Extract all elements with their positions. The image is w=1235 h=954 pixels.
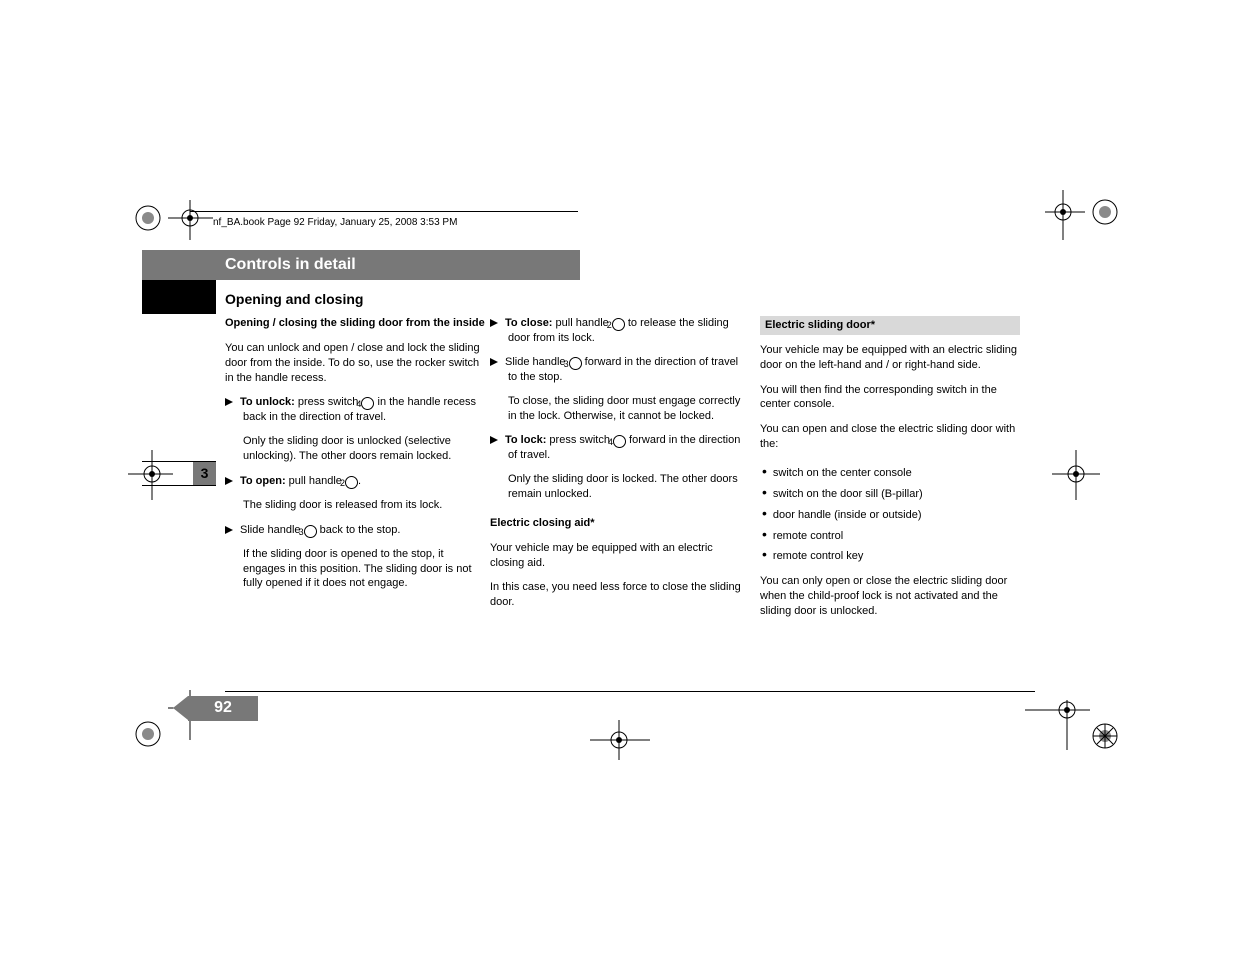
running-header: nf_BA.book Page 92 Friday, January 25, 2… (213, 217, 457, 228)
col3-box-heading: Electric sliding door* (760, 316, 1020, 335)
triangle-icon (490, 358, 498, 366)
col3-p3: You can open and close the electric slid… (760, 422, 1020, 452)
tab-rule (142, 485, 216, 486)
triangle-icon (490, 436, 498, 444)
black-tab (142, 280, 216, 314)
col2-engage: To close, the sliding door must engage c… (490, 394, 750, 424)
col1-p2: Only the sliding door is unlocked (selec… (225, 434, 485, 464)
list-item: remote control (774, 525, 1020, 544)
col2-lockonly: Only the sliding door is locked. The oth… (490, 472, 750, 502)
header-rule (190, 211, 578, 212)
col1-p3: The sliding door is released from its lo… (225, 498, 485, 513)
eca-title: Electric closing aid* (490, 516, 750, 531)
eca-p2: In this case, you need less force to clo… (490, 580, 750, 610)
step-slide: Slide handle 3 back to the stop. (225, 523, 485, 538)
list-item: switch on the door sill (B-pillar) (774, 483, 1020, 502)
section-title: Controls in detail (225, 256, 356, 274)
col1-note: If the sliding door is opened to the sto… (225, 547, 485, 592)
crop-mark (1045, 190, 1135, 250)
col3-bullets: switch on the center console switch on t… (760, 462, 1020, 564)
list-item: remote control key (774, 545, 1020, 564)
eca-p1: Your vehicle may be equipped with an ele… (490, 541, 750, 571)
step-slide-fwd: Slide handle 3 forward in the direction … (490, 355, 750, 385)
step-unlock: To unlock: press switch 4 in the handle … (225, 395, 485, 425)
crop-mark (585, 720, 655, 760)
triangle-icon (225, 526, 233, 534)
footer-rule (225, 691, 1035, 692)
list-item: door handle (inside or outside) (774, 504, 1020, 523)
col1-p1: You can unlock and open / close and lock… (225, 341, 485, 386)
section-bar (142, 250, 580, 280)
step-lock: To lock: press switch 4 forward in the d… (490, 433, 750, 463)
step-open: To open: pull handle 2. (225, 474, 485, 489)
step-close: To close: pull handle 2 to release the s… (490, 316, 750, 346)
crop-mark (118, 450, 178, 500)
col3-note: You can only open or close the electric … (760, 574, 1020, 619)
triangle-icon (225, 398, 233, 406)
subsection-title: Opening and closing (225, 291, 363, 307)
col1-heading: Opening / closing the sliding door from … (225, 316, 485, 331)
page-number: 92 (188, 696, 258, 721)
chapter-tab: 3 (193, 462, 216, 485)
triangle-icon (490, 319, 498, 327)
crop-mark (1005, 700, 1125, 770)
col3-p2: You will then find the corresponding swi… (760, 383, 1020, 413)
column-1: Opening / closing the sliding door from … (225, 316, 485, 601)
crop-mark (1052, 450, 1112, 500)
column-3: Electric sliding door* Your vehicle may … (760, 316, 1020, 629)
triangle-icon (225, 477, 233, 485)
column-2: To close: pull handle 2 to release the s… (490, 316, 750, 620)
col3-p1: Your vehicle may be equipped with an ele… (760, 343, 1020, 373)
list-item: switch on the center console (774, 462, 1020, 481)
